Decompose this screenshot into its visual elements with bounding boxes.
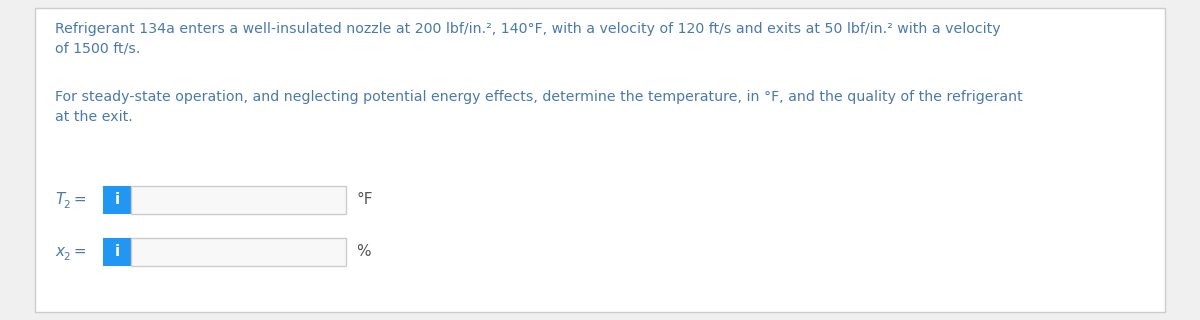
Text: °F: °F bbox=[356, 193, 372, 207]
FancyBboxPatch shape bbox=[131, 238, 346, 266]
Text: =: = bbox=[70, 244, 86, 260]
Text: %: % bbox=[356, 244, 371, 260]
Text: For steady-state operation, and neglecting potential energy effects, determine t: For steady-state operation, and neglecti… bbox=[55, 90, 1022, 104]
Text: T: T bbox=[55, 193, 65, 207]
FancyBboxPatch shape bbox=[103, 186, 131, 214]
Text: Refrigerant 134a enters a well-insulated nozzle at 200 lbf/in.², 140°F, with a v: Refrigerant 134a enters a well-insulated… bbox=[55, 22, 1001, 36]
Text: i: i bbox=[114, 244, 120, 260]
FancyBboxPatch shape bbox=[131, 186, 346, 214]
Text: 2: 2 bbox=[64, 252, 70, 262]
FancyBboxPatch shape bbox=[103, 238, 131, 266]
Text: at the exit.: at the exit. bbox=[55, 110, 133, 124]
Text: 2: 2 bbox=[64, 200, 70, 210]
Text: i: i bbox=[114, 193, 120, 207]
Text: x: x bbox=[55, 244, 64, 260]
FancyBboxPatch shape bbox=[35, 8, 1165, 312]
Text: =: = bbox=[70, 193, 86, 207]
Text: of 1500 ft/s.: of 1500 ft/s. bbox=[55, 42, 140, 56]
